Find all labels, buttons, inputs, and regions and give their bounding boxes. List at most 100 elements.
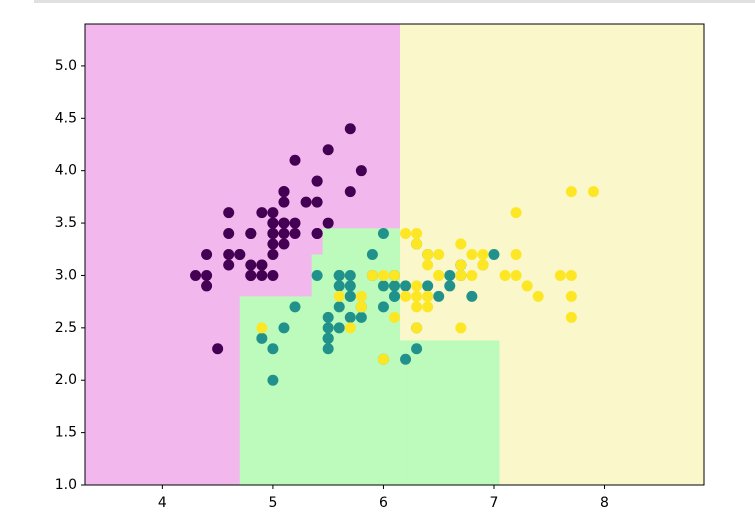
point bbox=[289, 154, 301, 166]
y-tick-label: 1.0 bbox=[55, 477, 77, 493]
point bbox=[411, 238, 423, 250]
point bbox=[433, 249, 445, 260]
point bbox=[344, 186, 356, 198]
point bbox=[400, 228, 412, 240]
point bbox=[223, 249, 235, 260]
point bbox=[300, 196, 312, 208]
point bbox=[267, 217, 279, 229]
x-tick-label: 4 bbox=[158, 495, 167, 511]
point bbox=[400, 280, 412, 292]
point bbox=[223, 228, 235, 240]
point bbox=[400, 290, 412, 302]
point bbox=[565, 311, 577, 323]
point bbox=[201, 249, 213, 260]
point bbox=[201, 269, 213, 281]
point bbox=[278, 217, 290, 229]
point bbox=[256, 332, 268, 344]
point bbox=[333, 301, 345, 313]
point bbox=[355, 301, 367, 313]
point bbox=[400, 353, 412, 365]
point bbox=[389, 311, 400, 323]
cell-border bbox=[34, 0, 755, 3]
point bbox=[477, 259, 489, 271]
point bbox=[256, 322, 268, 334]
point bbox=[322, 217, 334, 229]
point bbox=[333, 269, 345, 281]
point bbox=[377, 269, 389, 281]
point bbox=[510, 269, 522, 281]
point bbox=[267, 238, 279, 250]
y-tick-label: 4.5 bbox=[55, 110, 77, 126]
point bbox=[344, 123, 356, 135]
point bbox=[355, 165, 367, 177]
point bbox=[201, 280, 213, 292]
point bbox=[245, 228, 257, 240]
y-tick-label: 3.0 bbox=[55, 267, 77, 283]
point bbox=[278, 196, 290, 208]
point bbox=[289, 217, 301, 229]
x-tick-label: 8 bbox=[600, 495, 609, 511]
point bbox=[256, 269, 268, 281]
point bbox=[311, 175, 323, 187]
point bbox=[411, 290, 423, 302]
x-tick-label: 7 bbox=[490, 495, 499, 511]
point bbox=[267, 374, 279, 386]
point bbox=[444, 280, 456, 292]
point bbox=[289, 301, 301, 313]
point bbox=[212, 343, 224, 355]
point bbox=[411, 280, 423, 292]
x-tick-label: 6 bbox=[379, 495, 388, 511]
point bbox=[267, 343, 279, 355]
y-tick-label: 4.0 bbox=[55, 163, 77, 179]
y-tick-label: 2.5 bbox=[55, 320, 77, 336]
point bbox=[278, 186, 290, 198]
point bbox=[422, 301, 434, 313]
point bbox=[521, 280, 533, 292]
point bbox=[223, 207, 235, 219]
point bbox=[377, 280, 389, 292]
point bbox=[223, 259, 235, 271]
point bbox=[422, 249, 434, 260]
point bbox=[499, 269, 511, 281]
point bbox=[289, 228, 301, 240]
point bbox=[267, 249, 279, 260]
point bbox=[322, 322, 334, 334]
point bbox=[344, 311, 356, 323]
point bbox=[411, 301, 423, 313]
point bbox=[245, 269, 257, 281]
point bbox=[278, 228, 290, 240]
point bbox=[267, 228, 279, 240]
point bbox=[389, 269, 400, 281]
point bbox=[256, 259, 268, 271]
point bbox=[278, 322, 290, 334]
point bbox=[422, 290, 434, 302]
point bbox=[366, 249, 378, 260]
point bbox=[433, 290, 445, 302]
point bbox=[411, 228, 423, 240]
point bbox=[311, 228, 323, 240]
point bbox=[344, 280, 356, 292]
decision-region bbox=[400, 340, 500, 485]
point bbox=[311, 269, 323, 281]
point bbox=[466, 290, 478, 302]
point bbox=[322, 343, 334, 355]
point bbox=[190, 269, 202, 281]
y-tick-label: 2.0 bbox=[55, 372, 77, 388]
point bbox=[355, 290, 367, 302]
point bbox=[466, 249, 478, 260]
point bbox=[455, 259, 467, 271]
point bbox=[267, 207, 279, 219]
point bbox=[377, 301, 389, 313]
point bbox=[344, 269, 356, 281]
point bbox=[322, 332, 334, 344]
point bbox=[377, 228, 389, 240]
point bbox=[245, 259, 257, 271]
point bbox=[344, 322, 356, 334]
y-tick-label: 5.0 bbox=[55, 58, 77, 74]
point bbox=[455, 322, 467, 334]
point bbox=[411, 343, 423, 355]
point bbox=[322, 144, 334, 156]
point bbox=[333, 322, 345, 334]
y-tick-label: 1.5 bbox=[55, 425, 77, 441]
